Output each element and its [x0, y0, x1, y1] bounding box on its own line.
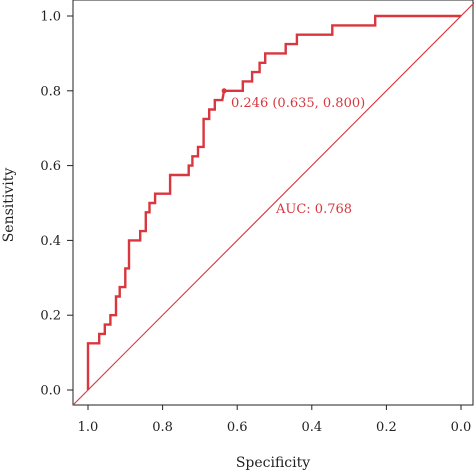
x-tick-label: 0.0 — [451, 420, 472, 435]
y-tick-label: 1.0 — [40, 10, 61, 25]
x-tick-label: 1.0 — [78, 420, 99, 435]
threshold-annotation: 0.246 (0.635, 0.800) — [231, 96, 365, 111]
auc-annotation: AUC: 0.768 — [275, 202, 352, 217]
y-tick-label: 0.8 — [40, 84, 61, 99]
x-axis: 1.0 0.8 0.6 0.4 0.2 0.0 — [78, 405, 472, 435]
x-axis-title: Specificity — [236, 455, 310, 471]
reference-diagonal-line — [72, 2, 474, 406]
x-tick-label: 0.8 — [152, 420, 173, 435]
x-tick-label: 0.6 — [227, 420, 248, 435]
y-tick-label: 0.4 — [40, 234, 61, 249]
x-tick-label: 0.2 — [376, 420, 397, 435]
y-tick-label: 0.2 — [40, 309, 61, 324]
x-tick-label: 0.4 — [301, 420, 322, 435]
y-axis-title: Sensitivity — [1, 168, 17, 243]
y-tick-label: 0.6 — [40, 159, 61, 174]
plot-frame — [72, 0, 474, 406]
threshold-point — [221, 88, 227, 94]
roc-curve-line — [86, 14, 461, 390]
y-axis: 0.0 0.2 0.4 0.6 0.8 1.0 — [40, 10, 73, 399]
y-tick-label: 0.0 — [40, 384, 61, 399]
